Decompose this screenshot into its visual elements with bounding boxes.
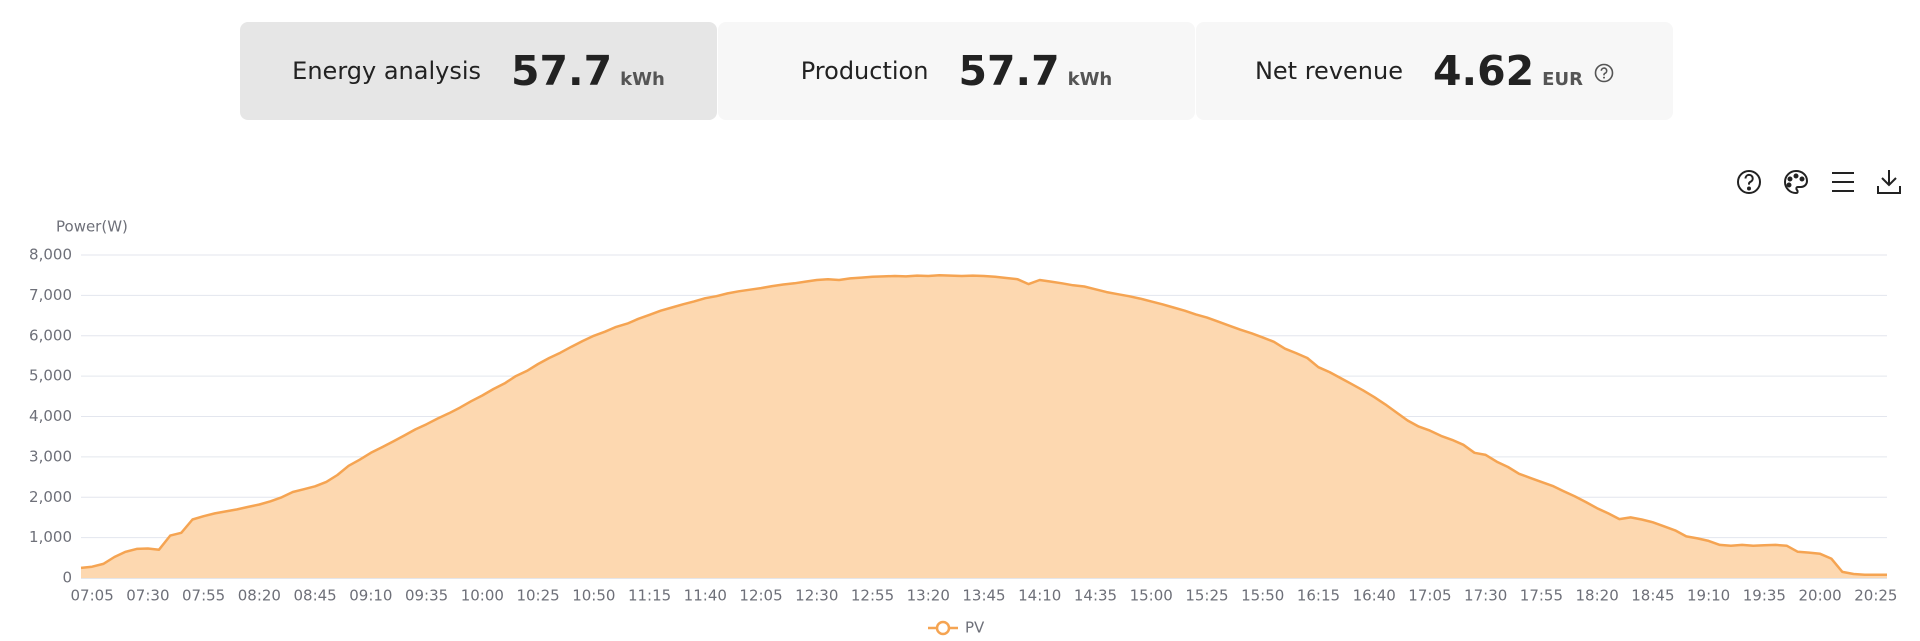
- line: [80, 273, 1887, 577]
- download-button[interactable]: [1877, 170, 1901, 194]
- card-number: 4.62: [1432, 47, 1535, 95]
- x-tick-label: 16:15: [1297, 587, 1340, 605]
- x-tick-label: 08:20: [238, 587, 281, 605]
- help-button[interactable]: [1737, 170, 1761, 194]
- y-axis-label: Power(W): [56, 218, 128, 236]
- card-unit: kWh: [620, 69, 665, 90]
- menu-button[interactable]: [1832, 172, 1854, 192]
- x-tick-label: 12:55: [851, 587, 894, 605]
- x-tick-label: 14:35: [1074, 587, 1117, 605]
- y-tick-label: 4,000: [29, 407, 72, 425]
- x-tick-label: 20:25: [1854, 587, 1897, 605]
- x-tick-label: 13:20: [907, 587, 950, 605]
- x-tick-label: 09:10: [349, 587, 392, 605]
- x-tick-label: 15:50: [1241, 587, 1284, 605]
- x-tick-label: 18:45: [1631, 587, 1674, 605]
- x-tick-label: 17:55: [1520, 587, 1563, 605]
- x-tick-label: 11:40: [684, 587, 727, 605]
- x-tick-label: 10:00: [461, 587, 504, 605]
- x-tick-label: 07:05: [71, 587, 114, 605]
- x-tick-label: 10:25: [516, 587, 559, 605]
- x-tick-label: 15:00: [1130, 587, 1173, 605]
- x-tick-label: 14:10: [1018, 587, 1061, 605]
- card-unit: kWh: [1067, 69, 1113, 90]
- toolbar: [1737, 169, 1901, 195]
- card-value: 57.7 kWh: [958, 47, 1112, 95]
- x-tick-label: 12:30: [795, 587, 838, 605]
- y-tick-label: 3,000: [29, 447, 72, 465]
- legend-label: PV: [965, 619, 985, 637]
- x-tick-label: 17:30: [1464, 587, 1507, 605]
- x-tick-label: 16:40: [1353, 587, 1396, 605]
- legend-marker: [935, 620, 951, 636]
- x-tick-label: 11:15: [628, 587, 671, 605]
- theme-button[interactable]: [1784, 169, 1809, 195]
- x-tick-label: 09:35: [405, 587, 448, 605]
- x-tick-label: 15:25: [1185, 587, 1228, 605]
- production-card[interactable]: Production 57.7 kWh: [718, 22, 1195, 120]
- y-tick-label: 7,000: [29, 286, 72, 304]
- energy-card[interactable]: Energy analysis 57.7 kWh: [240, 22, 717, 120]
- y-tick-label: 6,000: [29, 326, 72, 344]
- x-tick-label: 12:05: [739, 587, 782, 605]
- x-tick-label: 19:10: [1687, 587, 1730, 605]
- x-tick-label: 18:20: [1576, 587, 1619, 605]
- card-number: 57.7: [511, 47, 613, 95]
- card-label: Energy analysis: [292, 57, 481, 85]
- card-value: 57.7 kWh: [511, 47, 665, 95]
- area: [81, 275, 1887, 578]
- x-tick-label: 10:50: [572, 587, 615, 605]
- x-tick-label: 07:55: [182, 587, 225, 605]
- y-tick-label: 1,000: [29, 528, 72, 546]
- x-tick-label: 13:45: [962, 587, 1005, 605]
- x-tick-label: 19:35: [1743, 587, 1786, 605]
- x-tick-label: 20:00: [1798, 587, 1841, 605]
- y-tick-label: 8,000: [29, 246, 72, 264]
- y-tick-label: 5,000: [29, 367, 72, 385]
- y-tick-label: 2,000: [29, 488, 72, 506]
- card-value: 4.62 EUR: [1433, 47, 1614, 95]
- x-tick-label: 08:45: [293, 587, 336, 605]
- help-icon[interactable]: [1594, 63, 1614, 83]
- y-tick-label: 0: [62, 569, 72, 587]
- x-tick-label: 07:30: [126, 587, 169, 605]
- card-unit: EUR: [1542, 69, 1583, 90]
- x-tick-label: 17:05: [1408, 587, 1451, 605]
- card-number: 57.7: [958, 47, 1060, 95]
- card-label: Net revenue: [1254, 57, 1403, 85]
- card-label: Production: [800, 57, 929, 85]
- revenue-card[interactable]: Net revenue 4.62 EUR: [1196, 22, 1673, 120]
